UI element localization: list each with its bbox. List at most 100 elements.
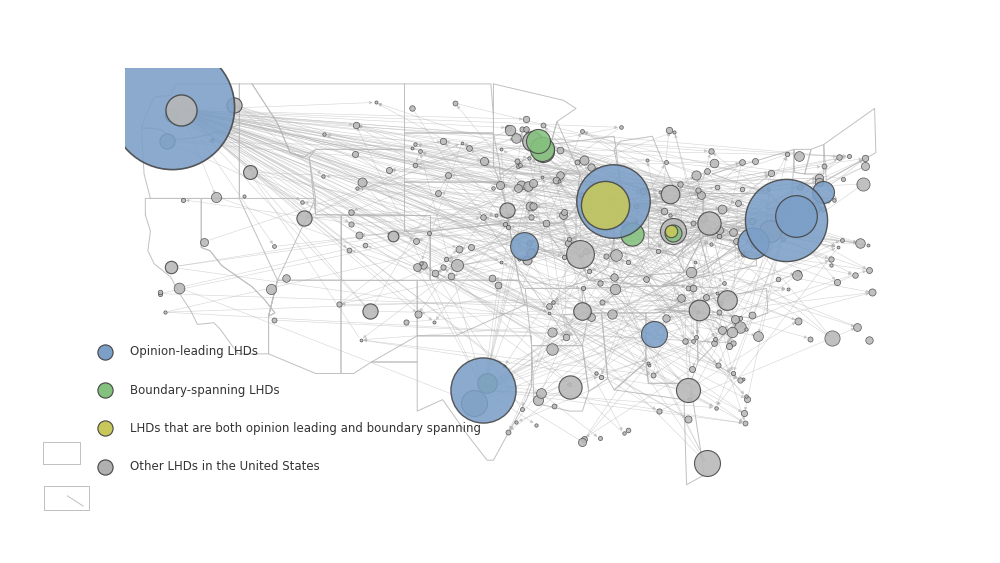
Point <box>640 359 656 368</box>
Point <box>266 242 282 251</box>
Point <box>650 246 666 255</box>
Point <box>404 143 420 152</box>
Point <box>593 372 609 381</box>
Point <box>709 182 725 191</box>
Point <box>159 137 175 146</box>
Text: Boundary-spanning LHDs: Boundary-spanning LHDs <box>130 383 280 397</box>
Point <box>514 404 530 413</box>
Point <box>475 385 491 394</box>
Point <box>597 200 613 209</box>
Point <box>451 244 467 253</box>
Point <box>163 262 179 271</box>
Point <box>408 236 424 245</box>
Point <box>716 279 732 288</box>
Point <box>362 307 378 316</box>
Point <box>242 168 258 177</box>
Point <box>343 207 359 216</box>
Point <box>780 285 796 294</box>
Point <box>662 210 678 219</box>
Point <box>847 270 863 279</box>
Point <box>475 213 491 222</box>
Point <box>315 171 331 180</box>
Point <box>500 123 516 132</box>
Point <box>789 271 805 280</box>
Point <box>421 228 437 237</box>
Point <box>196 237 212 246</box>
Point <box>546 401 562 410</box>
Point <box>725 338 741 347</box>
Point <box>791 152 807 161</box>
Point <box>641 360 657 369</box>
Point <box>594 297 610 306</box>
Point <box>348 120 364 129</box>
Point <box>407 160 423 169</box>
Point <box>699 459 715 468</box>
Point <box>528 420 544 429</box>
Point <box>535 146 551 155</box>
Text: LHDs that are both opinion leading and boundary spanning: LHDs that are both opinion leading and b… <box>130 422 481 435</box>
Point <box>651 406 667 415</box>
Point <box>561 379 577 388</box>
Point <box>616 429 632 438</box>
Point <box>368 98 384 107</box>
Point <box>578 247 594 256</box>
Point <box>556 253 572 262</box>
Point <box>857 162 873 171</box>
Point <box>443 272 459 281</box>
Point <box>677 336 693 345</box>
Point <box>725 227 741 236</box>
Point <box>746 239 762 248</box>
Point <box>608 251 624 260</box>
Point <box>521 239 537 248</box>
Point <box>484 274 500 283</box>
Point <box>739 395 755 404</box>
Point <box>454 138 470 147</box>
Point <box>778 215 794 224</box>
Point <box>823 261 839 270</box>
Point <box>735 374 751 383</box>
Point <box>351 230 367 239</box>
Point <box>699 167 715 176</box>
Point <box>737 419 753 428</box>
Point <box>747 157 763 166</box>
Point <box>574 307 590 316</box>
Point <box>861 335 877 344</box>
Point <box>841 151 857 160</box>
Point <box>552 171 568 180</box>
Point <box>544 344 560 353</box>
Point <box>579 200 595 209</box>
Point <box>556 207 572 216</box>
Point <box>500 427 516 436</box>
Point <box>714 204 730 213</box>
Point <box>208 192 224 201</box>
Point <box>573 251 589 260</box>
Point <box>706 159 722 168</box>
Point <box>690 185 706 194</box>
Point <box>171 283 187 292</box>
Point <box>398 318 414 327</box>
Point <box>525 179 541 188</box>
Text: Other LHDs in the United States: Other LHDs in the United States <box>130 460 320 473</box>
Point <box>341 245 357 254</box>
Point <box>552 145 568 154</box>
Point <box>236 191 252 200</box>
Point <box>620 426 636 435</box>
Point <box>583 162 599 171</box>
Point <box>727 315 743 324</box>
Point <box>793 221 809 230</box>
Point <box>407 139 423 148</box>
Point <box>573 191 589 200</box>
Point <box>661 125 677 134</box>
Point <box>824 334 840 343</box>
Point <box>538 219 554 228</box>
Point <box>164 102 180 111</box>
Point <box>518 115 534 124</box>
Point <box>673 293 689 302</box>
Point <box>711 225 727 234</box>
Point <box>638 275 654 284</box>
Point <box>534 145 550 154</box>
Point <box>788 212 804 221</box>
Point <box>815 204 831 213</box>
Point <box>624 230 640 239</box>
Point <box>592 434 608 443</box>
